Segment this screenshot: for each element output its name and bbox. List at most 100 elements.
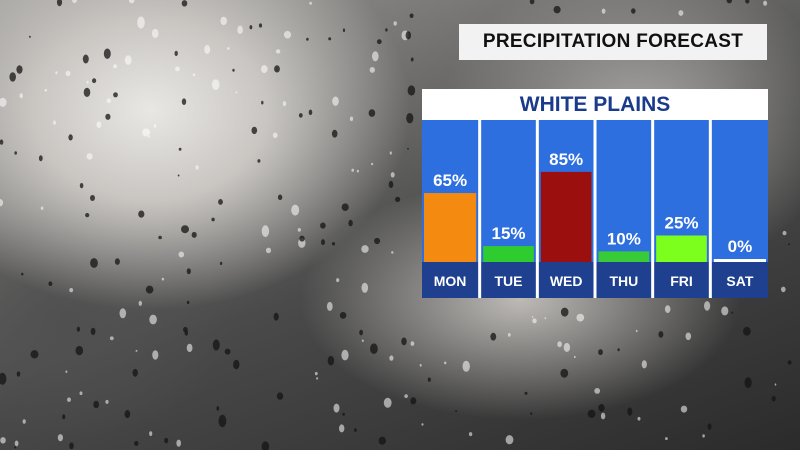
value-label-thu: 10% (607, 229, 641, 248)
raindrop (75, 345, 84, 356)
raindrop (341, 203, 349, 211)
raindrop (177, 174, 180, 177)
raindrop (378, 436, 386, 445)
raindrop (781, 286, 786, 293)
raindrop (368, 109, 376, 117)
raindrop (261, 441, 270, 450)
raindrop (351, 168, 355, 172)
raindrop (563, 342, 571, 352)
raindrop (298, 113, 303, 118)
raindrop (30, 350, 39, 359)
raindrop (277, 194, 283, 201)
raindrop (96, 121, 102, 128)
raindrop (326, 301, 333, 311)
location-header: WHITE PLAINS (422, 89, 768, 120)
raindrop (505, 435, 514, 445)
raindrop (339, 312, 347, 319)
raindrop (148, 135, 151, 138)
raindrop (601, 8, 606, 14)
raindrop (410, 57, 414, 62)
raindrop (704, 301, 711, 311)
day-cell-thu (596, 262, 652, 298)
raindrop (9, 72, 16, 82)
raindrop (105, 113, 111, 120)
raindrop (106, 98, 112, 104)
raindrop (92, 78, 97, 84)
raindrop (371, 162, 374, 166)
raindrop (0, 372, 7, 385)
raindrop (258, 23, 263, 28)
raindrop (186, 268, 191, 275)
raindrop (359, 329, 363, 336)
raindrop (421, 423, 424, 426)
raindrop (782, 230, 787, 236)
raindrop (79, 391, 83, 396)
raindrop (79, 182, 84, 189)
raindrop (336, 278, 340, 283)
raindrop (490, 332, 497, 341)
raindrop (218, 414, 227, 428)
raindrop (321, 239, 325, 246)
raindrop (57, 434, 64, 442)
raindrop (67, 397, 71, 402)
raindrop (76, 326, 81, 332)
raindrop (183, 326, 188, 333)
day-label-sat: SAT (726, 273, 753, 289)
raindrop (507, 333, 511, 337)
raindrop (90, 258, 98, 268)
raindrop (175, 66, 180, 72)
raindrop (339, 424, 345, 433)
raindrop (372, 51, 379, 62)
raindrop (557, 341, 562, 348)
raindrop (68, 134, 73, 141)
raindrop (635, 329, 638, 333)
raindrop (405, 31, 411, 40)
raindrop (56, 0, 63, 7)
raindrop (235, 91, 238, 94)
raindrop (370, 343, 378, 355)
bar-thu (598, 251, 650, 262)
day-cell-fri (654, 262, 709, 298)
raindrop (149, 314, 157, 325)
raindrop (186, 300, 190, 305)
raindrop (598, 349, 603, 356)
raindrop (212, 339, 220, 351)
bar-tue (483, 246, 534, 262)
raindrop (419, 363, 422, 367)
raindrop (132, 368, 138, 377)
raindrop (113, 64, 117, 69)
raindrop (544, 317, 547, 320)
raindrop (204, 44, 211, 54)
raindrop (390, 172, 395, 178)
raindrop (178, 147, 182, 151)
raindrop (389, 355, 394, 361)
value-label-sat: 0% (728, 237, 753, 256)
value-label-tue: 15% (491, 224, 525, 243)
raindrop (314, 371, 318, 376)
raindrop (90, 327, 96, 336)
raindrop (553, 5, 561, 14)
raindrop (265, 247, 272, 254)
raindrop (164, 437, 169, 444)
raindrop (114, 258, 120, 265)
raindrop (354, 428, 357, 432)
raindrop (233, 359, 240, 370)
raindrop (291, 204, 300, 216)
raindrop (444, 361, 447, 365)
raindrop (191, 231, 197, 238)
raindrop (176, 439, 181, 447)
raindrop (261, 65, 268, 74)
raindrop (0, 199, 4, 207)
raindrop (21, 272, 24, 276)
raindrop (361, 282, 369, 293)
raindrop (145, 285, 154, 294)
raindrop (113, 92, 118, 98)
raindrop (276, 392, 284, 400)
raindrop (560, 368, 569, 378)
raindrop (29, 35, 31, 38)
forecast-panel: WHITE PLAINS 65% MON 15% TUE 85% WED 10% THU 25%… (422, 89, 768, 298)
raindrop (308, 109, 313, 116)
raindrop (327, 355, 335, 366)
column-background-sat (711, 120, 768, 262)
raindrop (745, 0, 750, 4)
